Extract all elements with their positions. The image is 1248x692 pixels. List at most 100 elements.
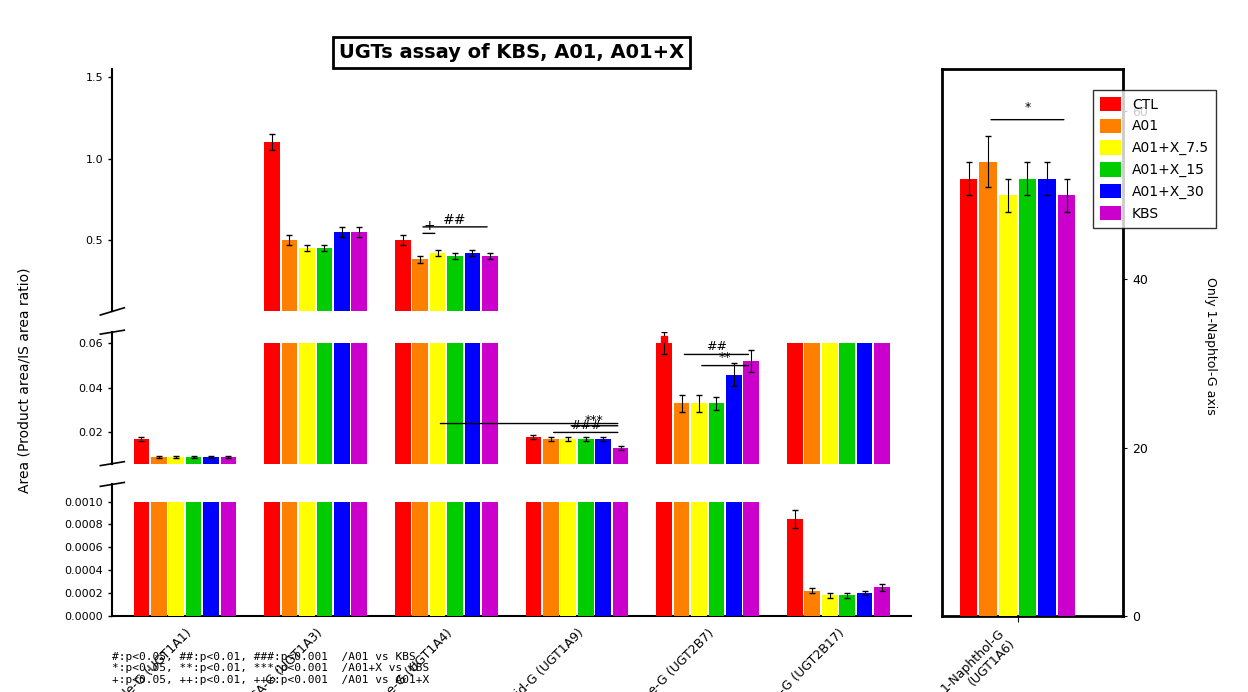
Text: Only 1-Naphtol-G axis: Only 1-Naphtol-G axis (1204, 277, 1217, 415)
Bar (578, 311, 594, 321)
Bar (840, 595, 855, 616)
Bar (412, 343, 428, 477)
Bar (960, 179, 977, 616)
Bar (656, 502, 671, 616)
Bar (221, 311, 236, 321)
Bar (674, 502, 689, 616)
Bar (874, 311, 890, 321)
Bar (856, 343, 872, 477)
Bar (726, 502, 741, 616)
Bar (352, 502, 367, 616)
Bar (525, 502, 542, 616)
Bar (787, 311, 802, 321)
Bar (134, 502, 150, 616)
Bar (1018, 179, 1036, 616)
Legend: CTL, A01, A01+X_7.5, A01+X_15, A01+X_30, KBS: CTL, A01, A01+X_7.5, A01+X_15, A01+X_30,… (1093, 90, 1216, 228)
Bar (560, 439, 577, 477)
Bar (709, 311, 724, 321)
Bar (691, 311, 706, 321)
Bar (726, 311, 741, 321)
Bar (464, 253, 480, 321)
Bar (394, 502, 411, 616)
Bar (352, 343, 367, 477)
Bar (744, 502, 759, 616)
Bar (543, 311, 559, 321)
Bar (656, 343, 671, 477)
Bar (674, 311, 689, 321)
Bar (168, 502, 183, 616)
Bar (787, 519, 802, 616)
Text: *: * (1025, 101, 1031, 114)
Bar (134, 311, 150, 321)
Text: ###: ### (570, 419, 602, 432)
Bar (151, 457, 167, 477)
Bar (134, 439, 150, 477)
Bar (840, 311, 855, 321)
Bar (482, 502, 498, 616)
Text: ***: *** (585, 414, 604, 426)
Bar (282, 240, 297, 321)
Bar (874, 343, 890, 477)
Bar (464, 343, 480, 477)
Bar (265, 502, 280, 616)
Bar (334, 232, 349, 321)
Bar (151, 502, 167, 616)
Bar (221, 457, 236, 477)
Bar (1038, 179, 1056, 616)
Bar (578, 439, 594, 477)
Bar (856, 593, 872, 616)
Bar (447, 502, 463, 616)
Text: ##: ## (706, 340, 726, 353)
Bar (168, 457, 183, 477)
Bar (744, 311, 759, 321)
Bar (674, 403, 689, 477)
Bar (482, 256, 498, 321)
Bar (691, 403, 706, 477)
Bar (543, 439, 559, 477)
Text: +: + (423, 219, 434, 233)
Bar (394, 343, 411, 477)
Bar (317, 343, 332, 477)
Bar (656, 311, 671, 321)
Bar (822, 311, 837, 321)
Bar (282, 343, 297, 477)
Bar (709, 502, 724, 616)
Text: Area (Product area/IS area ratio): Area (Product area/IS area ratio) (17, 268, 32, 493)
Bar (300, 502, 314, 616)
Bar (352, 232, 367, 321)
Bar (334, 502, 349, 616)
Bar (613, 311, 629, 321)
Bar (822, 343, 837, 477)
Bar (447, 256, 463, 321)
Bar (429, 253, 446, 321)
Bar (998, 195, 1017, 616)
Bar (560, 311, 577, 321)
Bar (595, 439, 612, 477)
Bar (726, 374, 741, 477)
Text: ##: ## (443, 212, 467, 226)
Bar (151, 311, 167, 321)
Bar (394, 240, 411, 321)
Bar (203, 311, 218, 321)
Bar (595, 502, 612, 616)
Bar (300, 343, 314, 477)
Bar (265, 143, 280, 321)
Bar (282, 502, 297, 616)
Bar (560, 502, 577, 616)
Bar (412, 502, 428, 616)
Bar (265, 343, 280, 477)
Bar (525, 311, 542, 321)
Bar (709, 403, 724, 477)
Bar (1058, 195, 1076, 616)
Title: UGTs assay of KBS, A01, A01+X: UGTs assay of KBS, A01, A01+X (339, 43, 684, 62)
Bar (186, 457, 201, 477)
Bar (186, 311, 201, 321)
Text: **: ** (719, 351, 731, 364)
Bar (429, 502, 446, 616)
Bar (744, 361, 759, 477)
Bar (980, 162, 997, 616)
Bar (168, 311, 183, 321)
Bar (429, 343, 446, 477)
Bar (840, 343, 855, 477)
Bar (822, 595, 837, 616)
